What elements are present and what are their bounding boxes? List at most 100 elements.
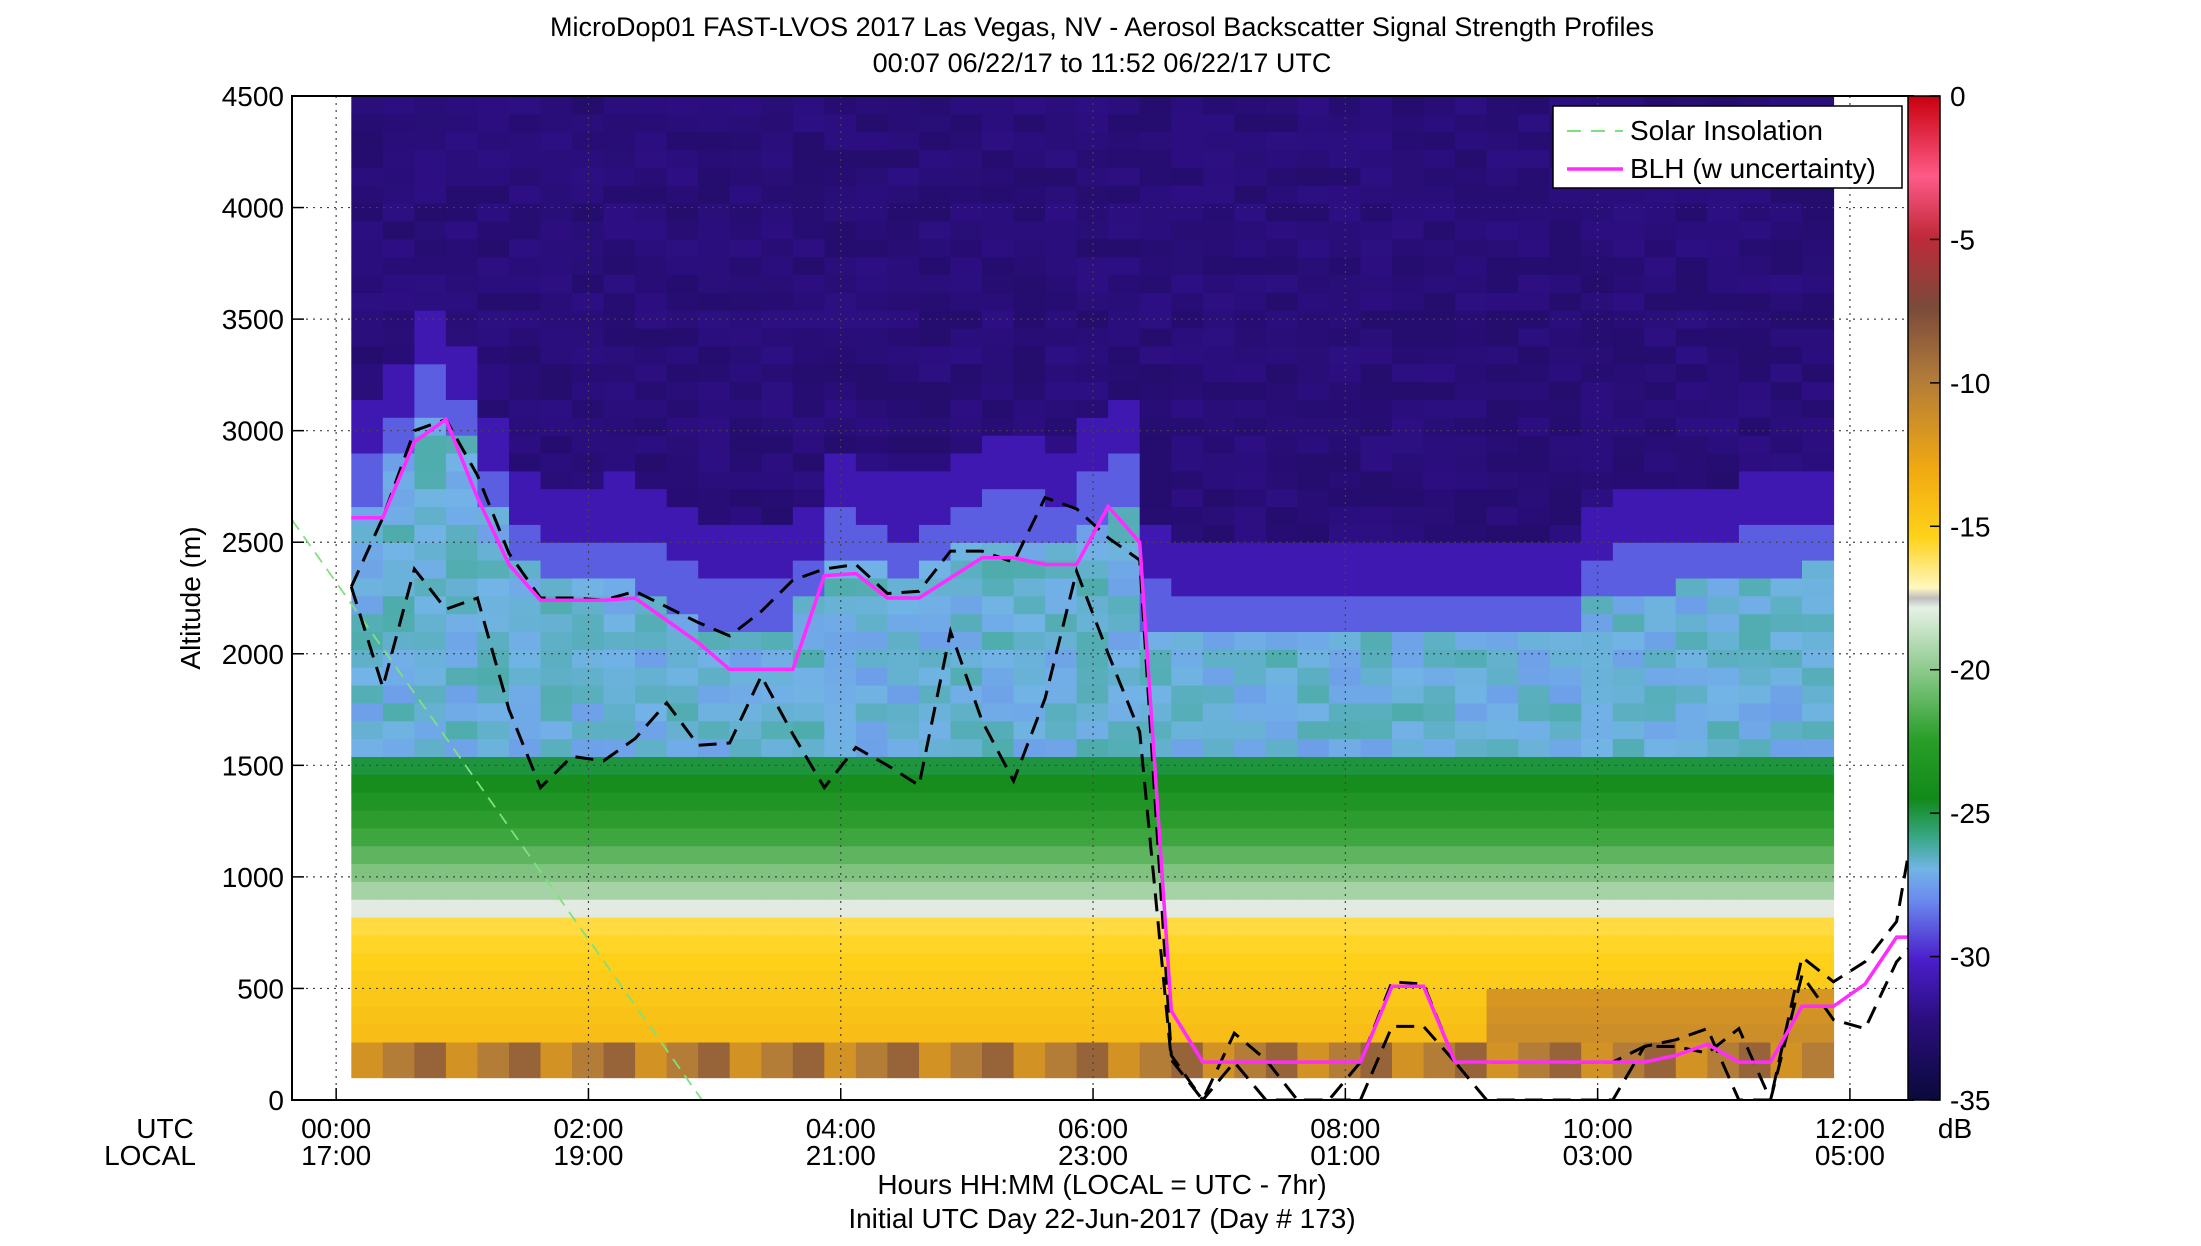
- heatmap-cell: [572, 632, 604, 650]
- heatmap-cell: [635, 364, 667, 382]
- heatmap-cell: [1171, 649, 1203, 667]
- heatmap-cell: [856, 596, 888, 614]
- heatmap-cell: [1108, 203, 1140, 221]
- x-tick-label-local: 01:00: [1310, 1140, 1380, 1171]
- heatmap-cell: [1361, 721, 1393, 739]
- heatmap-cell: [1581, 560, 1613, 578]
- heatmap-cell: [887, 953, 919, 971]
- heatmap-cell: [509, 739, 541, 757]
- heatmap-cell: [1424, 542, 1456, 560]
- heatmap-cell: [1424, 774, 1456, 792]
- heatmap-cell: [1392, 917, 1424, 935]
- heatmap-cell: [635, 185, 667, 203]
- heatmap-cell: [414, 667, 446, 685]
- heatmap-cell: [351, 239, 383, 257]
- heatmap-cell: [1802, 507, 1834, 525]
- heatmap-cell: [1613, 275, 1645, 293]
- heatmap-cell: [1676, 917, 1708, 935]
- heatmap-cell: [1644, 542, 1676, 560]
- heatmap-cell: [1771, 275, 1803, 293]
- heatmap-cell: [477, 239, 509, 257]
- heatmap-cell: [1045, 257, 1077, 275]
- heatmap-cell: [667, 328, 699, 346]
- heatmap-cell: [1297, 292, 1329, 310]
- heatmap-cell: [730, 417, 762, 435]
- heatmap-cell: [1518, 453, 1550, 471]
- heatmap-cell: [604, 578, 636, 596]
- heatmap-cell: [1518, 632, 1550, 650]
- heatmap-cell: [667, 703, 699, 721]
- heatmap-cell: [1392, 667, 1424, 685]
- heatmap-cell: [887, 114, 919, 132]
- heatmap-cell: [1802, 471, 1834, 489]
- heatmap-cell: [1707, 614, 1739, 632]
- heatmap-cell: [1045, 203, 1077, 221]
- heatmap-cell: [1802, 988, 1834, 1006]
- heatmap-cell: [919, 953, 951, 971]
- heatmap-cell: [1203, 828, 1235, 846]
- heatmap-cell: [477, 114, 509, 132]
- heatmap-cell: [1171, 275, 1203, 293]
- heatmap-cell: [414, 132, 446, 150]
- heatmap-cell: [1518, 703, 1550, 721]
- heatmap-cell: [477, 578, 509, 596]
- heatmap-cell: [793, 864, 825, 882]
- heatmap-cell: [1550, 578, 1582, 596]
- heatmap-cell: [1802, 221, 1834, 239]
- heatmap-cell: [856, 257, 888, 275]
- heatmap-cell: [383, 899, 415, 917]
- heatmap-cell: [1045, 810, 1077, 828]
- heatmap-cell: [383, 971, 415, 989]
- heatmap-cell: [1455, 667, 1487, 685]
- heatmap-cell: [541, 899, 573, 917]
- heatmap-cell: [446, 614, 478, 632]
- heatmap-cell: [1771, 507, 1803, 525]
- heatmap-cell: [1108, 471, 1140, 489]
- heatmap-cell: [1392, 364, 1424, 382]
- heatmap-cell: [1014, 399, 1046, 417]
- heatmap-cell: [351, 703, 383, 721]
- heatmap-cell: [730, 114, 762, 132]
- heatmap-cell: [667, 988, 699, 1006]
- heatmap-cell: [1361, 203, 1393, 221]
- heatmap-cell: [793, 792, 825, 810]
- heatmap-cell: [446, 1006, 478, 1024]
- heatmap-cell: [1455, 239, 1487, 257]
- heatmap-cell: [509, 649, 541, 667]
- legend-blh-label: BLH (w uncertainty): [1630, 153, 1876, 184]
- heatmap-cell: [1487, 1006, 1519, 1024]
- heatmap-cell: [1266, 524, 1298, 542]
- heatmap-cell: [509, 667, 541, 685]
- heatmap-cell: [1518, 935, 1550, 953]
- heatmap-cell: [1045, 899, 1077, 917]
- heatmap-cell: [1455, 632, 1487, 650]
- heatmap-cell: [604, 150, 636, 168]
- heatmap-cell: [1329, 632, 1361, 650]
- heatmap-cell: [1676, 239, 1708, 257]
- heatmap-cell: [919, 667, 951, 685]
- heatmap-cell: [667, 739, 699, 757]
- heatmap-cell: [1487, 721, 1519, 739]
- heatmap-cell: [1424, 578, 1456, 596]
- heatmap-cell: [1266, 881, 1298, 899]
- heatmap-cell: [1014, 899, 1046, 917]
- heatmap-cell: [446, 239, 478, 257]
- heatmap-cell: [1140, 685, 1172, 703]
- heatmap-cell: [667, 292, 699, 310]
- heatmap-cell: [604, 560, 636, 578]
- heatmap-cell: [383, 150, 415, 168]
- x-tick-label-local: 21:00: [806, 1140, 876, 1171]
- heatmap-cell: [1361, 596, 1393, 614]
- heatmap-cell: [541, 435, 573, 453]
- heatmap-cell: [1329, 685, 1361, 703]
- heatmap-cell: [1297, 96, 1329, 114]
- heatmap-cell: [951, 96, 983, 114]
- heatmap-cell: [541, 1060, 573, 1078]
- heatmap-cell: [477, 721, 509, 739]
- heatmap-cell: [1739, 685, 1771, 703]
- heatmap-cell: [887, 96, 919, 114]
- heatmap-cell: [1581, 685, 1613, 703]
- heatmap-cell: [1707, 435, 1739, 453]
- heatmap-cell: [351, 899, 383, 917]
- heatmap-cell: [477, 917, 509, 935]
